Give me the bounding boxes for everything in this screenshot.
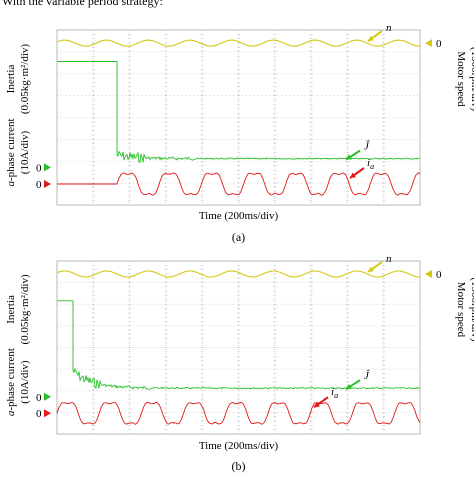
inertia-axis-unit: (0.05kg·m²/div) bbox=[19, 44, 31, 115]
inertia-trace bbox=[57, 61, 420, 163]
inertia-trace bbox=[57, 300, 421, 390]
current-zero-marker: 0 bbox=[36, 408, 51, 420]
current-axis-unit: (10A/div) bbox=[19, 360, 31, 404]
current-zero-label: 0 bbox=[36, 179, 42, 191]
speed-axis-unit: (1500rpm/div) bbox=[469, 277, 474, 341]
inertia-series-label: Ĵ bbox=[364, 370, 370, 382]
panel-label: (b) bbox=[232, 459, 246, 473]
current-series-label: ia bbox=[331, 386, 338, 400]
inertia-series-label: Ĵ bbox=[364, 141, 370, 153]
current-zero-arrow bbox=[44, 180, 51, 188]
speed-axis-unit: (1500rpm/div) bbox=[469, 47, 474, 111]
header-text: With the variable period strategy: bbox=[2, 0, 163, 8]
inertia-zero-label: 0 bbox=[36, 392, 42, 404]
inertia-zero-label: 0 bbox=[36, 162, 42, 174]
current-axis-label-rest: -phase current bbox=[5, 348, 17, 411]
inertia-zero-arrow bbox=[44, 392, 51, 401]
x-axis-label: Time (200ms/div) bbox=[199, 440, 279, 452]
inertia-arrow-head bbox=[346, 154, 352, 160]
current-zero-marker: 0 bbox=[36, 179, 51, 191]
left-y-labels: Inertia (0.05kg·m²/div)a-phase current (10… bbox=[5, 44, 31, 187]
speed-zero-label: 0 bbox=[436, 269, 442, 281]
right-y-labels: Motor speed (1500rpm/div) bbox=[455, 47, 474, 111]
current-zero-label: 0 bbox=[36, 408, 42, 420]
current-series-subscript: a bbox=[370, 162, 374, 171]
current-axis-label: a-phase current bbox=[5, 118, 17, 186]
current-trace bbox=[56, 401, 421, 425]
speed-zero-arrow bbox=[425, 39, 432, 48]
speed-zero-marker: 0 bbox=[425, 269, 442, 281]
speed-trace bbox=[56, 39, 420, 47]
current-axis-label-rest: -phase current bbox=[5, 118, 17, 181]
speed-axis-label: Motor speed bbox=[455, 282, 467, 338]
panel-label: (a) bbox=[232, 230, 245, 244]
current-zero-arrow bbox=[44, 409, 51, 418]
inertia-zero-arrow bbox=[44, 163, 51, 172]
current-axis-label-italic: a bbox=[5, 410, 17, 416]
current-series-label: ia bbox=[367, 157, 374, 171]
current-axis-label-italic: a bbox=[5, 181, 17, 187]
speed-series-label: n bbox=[386, 22, 392, 34]
speed-axis-label: Motor speed bbox=[455, 51, 467, 107]
current-series-subscript: a bbox=[334, 391, 338, 400]
inertia-arrow-head bbox=[346, 383, 352, 390]
speed-trace bbox=[56, 270, 421, 278]
annotations: n Ĵia bbox=[345, 22, 392, 179]
inertia-zero-marker: 0 bbox=[36, 162, 51, 174]
speed-arrow-head bbox=[368, 35, 374, 42]
right-y-labels: Motor speed (1500rpm/div) bbox=[455, 277, 474, 341]
x-axis-label: Time (200ms/div) bbox=[199, 210, 279, 222]
left-y-labels: Inertia (0.05kg·m²/div)a-phase current (10… bbox=[5, 274, 31, 416]
speed-zero-marker: 0 bbox=[425, 38, 442, 50]
current-arrow-head bbox=[314, 401, 320, 408]
grid bbox=[57, 261, 420, 434]
speed-zero-label: 0 bbox=[436, 38, 442, 50]
current-arrow-head bbox=[350, 172, 356, 178]
speed-series-label: n bbox=[386, 253, 392, 265]
annotations: n Ĵia bbox=[313, 253, 392, 409]
current-axis-unit: (10A/div) bbox=[19, 130, 31, 174]
inertia-zero-marker: 0 bbox=[36, 392, 51, 404]
current-axis-label: a-phase current bbox=[5, 348, 17, 416]
inertia-axis-label: Inertia bbox=[5, 295, 17, 324]
inertia-axis-unit: (0.05kg·m²/div) bbox=[19, 274, 31, 345]
current-trace bbox=[57, 172, 421, 196]
speed-zero-arrow bbox=[425, 269, 432, 278]
inertia-axis-label: Inertia bbox=[5, 65, 17, 94]
speed-arrow-head bbox=[368, 266, 374, 272]
